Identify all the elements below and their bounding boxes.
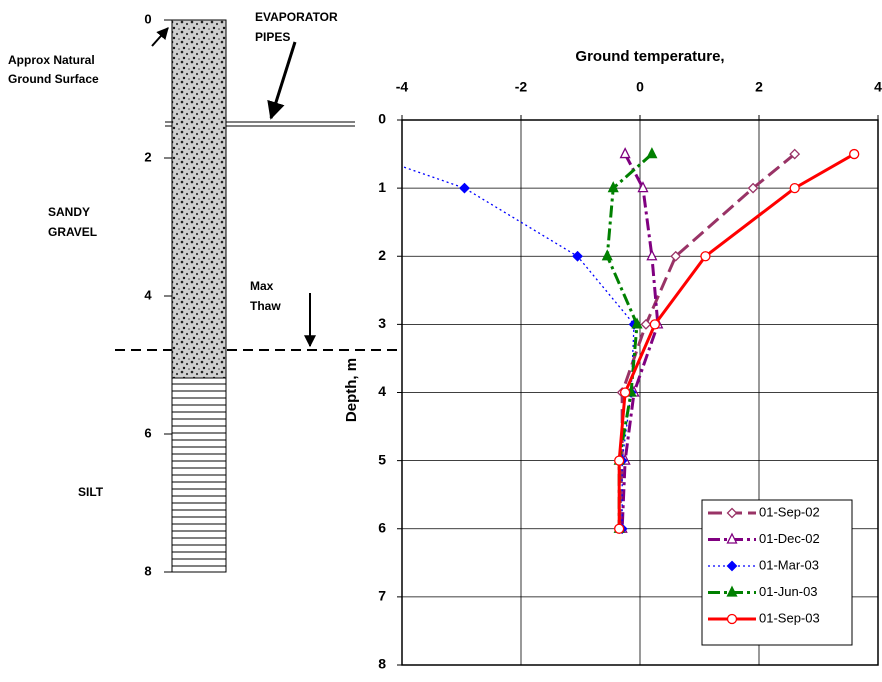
legend-box <box>701 499 853 646</box>
point <box>789 148 801 160</box>
plot-border <box>401 119 879 666</box>
annotation: Thaw <box>250 299 281 313</box>
point <box>646 249 658 261</box>
annotation: Ground Surface <box>8 72 99 86</box>
column-tick-label: 4 <box>144 287 152 302</box>
annotation: GRAVEL <box>48 225 97 239</box>
x-tick-label: -2 <box>515 79 528 95</box>
annotation: Approx Natural <box>8 53 95 67</box>
x-tick-label: 2 <box>755 79 763 95</box>
point <box>649 319 661 330</box>
point <box>849 148 860 160</box>
series-layer <box>362 147 860 535</box>
column-tick-label: 0 <box>144 11 151 26</box>
surface-arrow <box>151 27 169 47</box>
column-tick-label: 8 <box>144 563 151 578</box>
x-tick-label: 4 <box>874 79 882 95</box>
column-tick-label: 2 <box>144 149 151 164</box>
y-tick-label: 7 <box>378 588 386 604</box>
legend-label: 01-Mar-03 <box>759 557 819 572</box>
annotation: SILT <box>78 485 104 499</box>
annotation: PIPES <box>255 30 290 44</box>
y-tick-label: 4 <box>378 383 386 399</box>
point <box>607 181 619 193</box>
point <box>619 387 631 398</box>
point <box>459 182 470 194</box>
point <box>726 613 738 625</box>
point <box>631 317 643 329</box>
point <box>726 560 738 572</box>
legend-label: 01-Sep-03 <box>759 610 820 625</box>
point <box>572 250 583 262</box>
x-tick-label: 0 <box>636 79 644 95</box>
point <box>670 250 682 262</box>
y-axis-label: Depth, m <box>343 358 360 422</box>
point <box>637 181 649 193</box>
y-tick-label: 3 <box>378 315 386 331</box>
y-tick-label: 5 <box>378 451 386 467</box>
y-tick-label: 1 <box>378 179 386 195</box>
legend-label: 01-Dec-02 <box>759 531 820 546</box>
point <box>700 251 711 262</box>
point <box>614 455 625 466</box>
soil-column: 0 2 4 6 8 EVAPORATOR PIPES Approx Natural Ground… <box>8 10 338 578</box>
point <box>619 147 631 159</box>
legend-label: 01-Sep-02 <box>759 504 820 519</box>
plot: -4 -2 0 2 4 0 1 2 3 4 5 6 7 8 01-Sep-02 01-Dec-02 01-Mar… <box>362 79 882 672</box>
column-tick-label: 6 <box>144 425 151 440</box>
point <box>614 523 625 534</box>
point <box>601 249 613 261</box>
pipes-arrow <box>267 41 297 120</box>
y-tick-label: 8 <box>378 656 386 672</box>
y-tick-label: 6 <box>378 519 386 535</box>
legend-label: 01-Jun-03 <box>759 584 818 599</box>
x-tick-label: -4 <box>396 79 409 95</box>
point <box>640 318 652 330</box>
point <box>747 182 759 194</box>
point <box>726 532 738 544</box>
chart-title: Ground temperature, <box>575 48 724 65</box>
point <box>362 150 371 159</box>
annotation: Max <box>250 279 274 293</box>
point <box>789 182 800 194</box>
annotation: EVAPORATOR <box>255 10 338 24</box>
annotation: SANDY <box>48 205 90 219</box>
point <box>726 507 738 519</box>
gravel-layer <box>171 19 227 379</box>
y-tick-label: 2 <box>378 247 386 263</box>
y-tick-label: 0 <box>378 111 386 127</box>
point <box>726 585 738 597</box>
point <box>646 147 658 159</box>
